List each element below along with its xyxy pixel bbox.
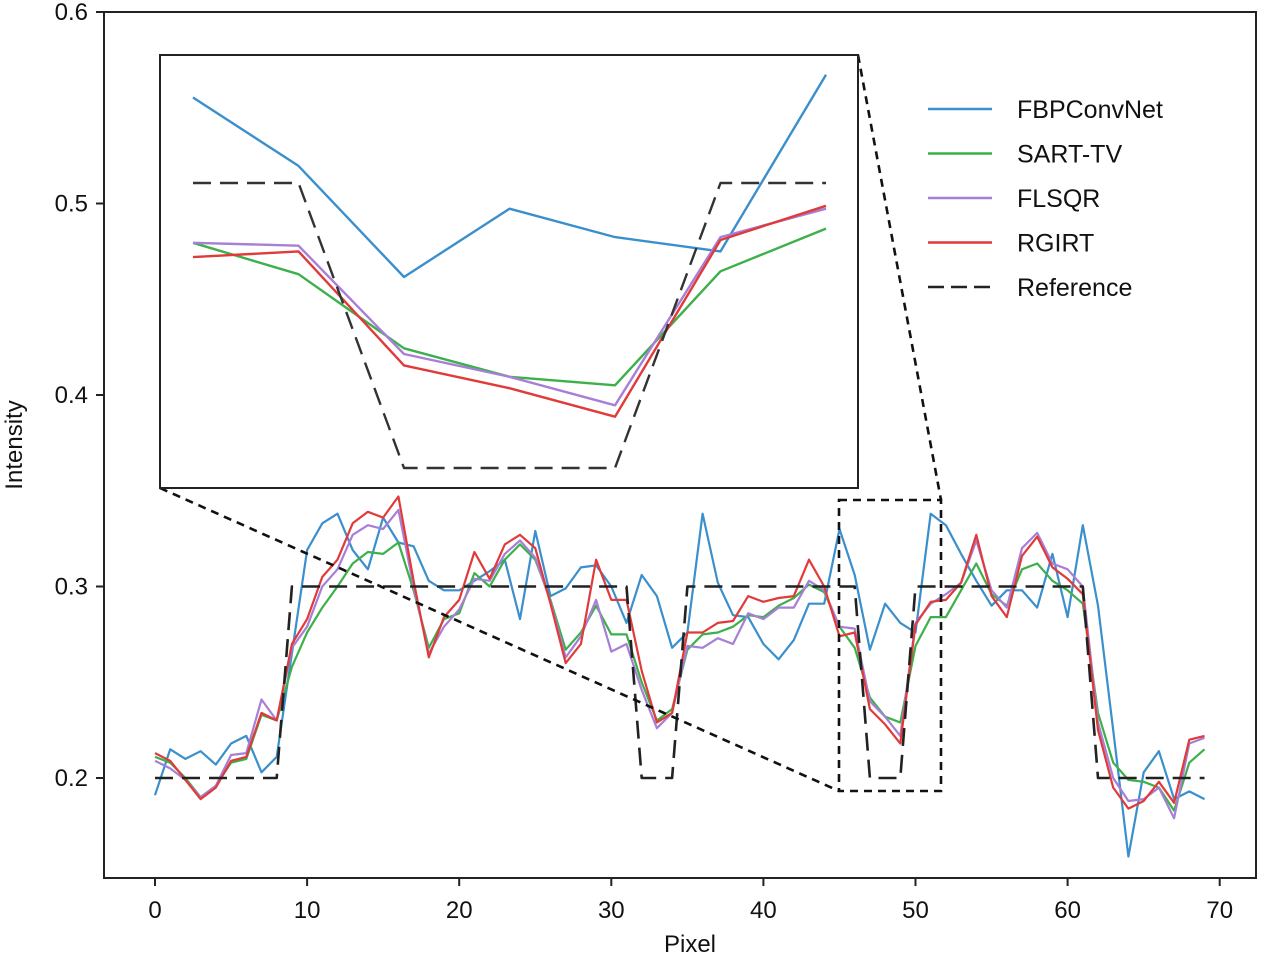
- y-tick-label: 0.2: [55, 765, 88, 792]
- series-line-reference: [155, 585, 1205, 780]
- legend-label: FLSQR: [1017, 185, 1100, 213]
- inset-line-reference: [193, 181, 826, 470]
- y-tick-label: 0.4: [55, 382, 88, 409]
- legend-item-rgirt: RGIRT: [928, 230, 1094, 258]
- x-tick-label: 0: [148, 897, 161, 924]
- legend-label: Reference: [1017, 274, 1132, 302]
- x-tick-label: 50: [902, 897, 929, 924]
- y-tick-label: 0.6: [55, 0, 88, 26]
- legend-label: FBPConvNet: [1017, 96, 1163, 124]
- series-line-fbpconvnet: [153, 512, 1205, 858]
- plot-frame: [103, 11, 1257, 879]
- inset-panel: [159, 54, 859, 489]
- inset-plot-lines: [192, 74, 828, 470]
- legend-label: RGIRT: [1017, 230, 1094, 258]
- inset-line-fbpconvnet: [192, 74, 828, 279]
- x-tick-label: 20: [446, 897, 473, 924]
- legend-item-flsqr: FLSQR: [928, 185, 1100, 213]
- zoom-connector-top: [856, 54, 943, 501]
- y-axis-ticks: 0.2 0.3 0.4 0.5 0.6: [55, 0, 104, 792]
- inset-line-flsqr: [192, 207, 827, 407]
- x-tick-label: 40: [750, 897, 777, 924]
- main-plot-lines: [153, 495, 1206, 858]
- y-tick-label: 0.3: [55, 574, 88, 601]
- x-tick-label: 70: [1206, 897, 1233, 924]
- x-axis-ticks: 0 10 20 30 40 50 60 70: [148, 878, 1233, 924]
- legend-label: SART-TV: [1017, 141, 1122, 169]
- legend-item-fbpconvnet: FBPConvNet: [928, 96, 1163, 124]
- series-line-flsqr: [154, 508, 1205, 820]
- y-tick-label: 0.5: [55, 191, 88, 218]
- zoom-region-indicator: [159, 54, 943, 793]
- x-tick-label: 10: [294, 897, 321, 924]
- inset-line-rgirt: [192, 204, 827, 418]
- x-tick-label: 30: [598, 897, 625, 924]
- x-tick-label: 60: [1054, 897, 1081, 924]
- legend: FBPConvNet SART-TV FLSQR RGIRT Reference: [928, 96, 1163, 302]
- legend-item-reference: Reference: [928, 274, 1132, 302]
- x-axis-label: Pixel: [664, 931, 716, 958]
- legend-item-sart-tv: SART-TV: [928, 141, 1122, 169]
- series-line-rgirt: [154, 495, 1205, 810]
- y-axis-label: Intensity: [1, 400, 28, 489]
- zoom-connector-bottom: [159, 486, 840, 793]
